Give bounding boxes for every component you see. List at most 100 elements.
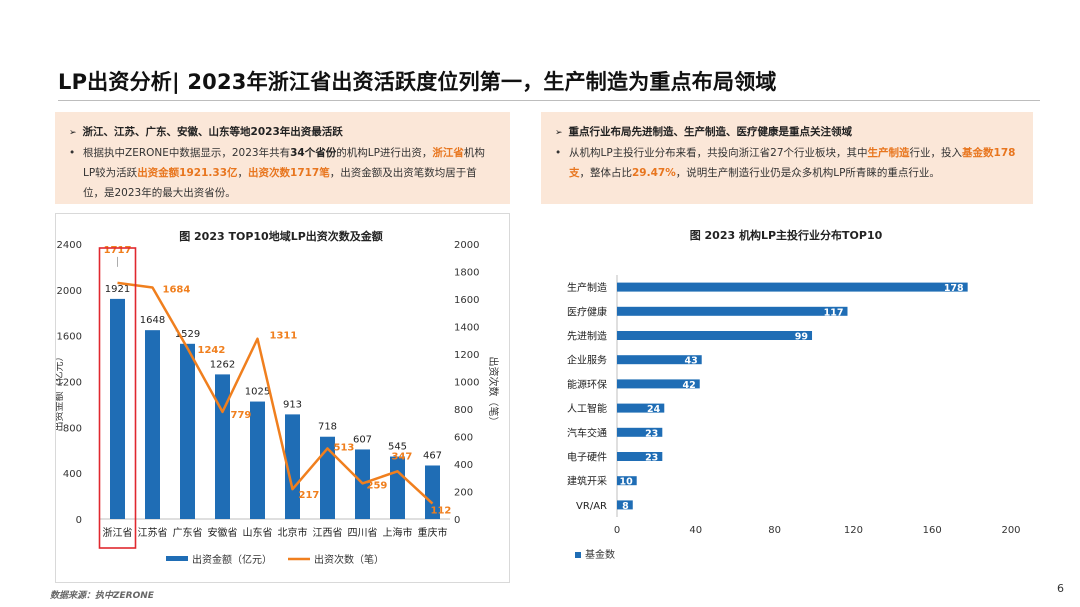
right-axis-tick-label: 200: [454, 488, 473, 499]
right-axis-tick-label: 1400: [454, 323, 479, 334]
x-axis-tick-label: 北京市: [278, 526, 308, 539]
right-axis-tick-label: 1800: [454, 268, 479, 279]
line-data-label: 217: [299, 490, 320, 501]
left-insight-heading-text: 浙江、江苏、广东、安徽、山东等地2023年出资最活跃: [82, 126, 343, 138]
bar-data-label: 43: [684, 356, 697, 367]
left-insight-heading: ➢ 浙江、江苏、广东、安徽、山东等地2023年出资最活跃: [69, 122, 496, 143]
bar-data-label: 8: [622, 501, 629, 512]
y-axis-category-label: 生产制造: [567, 281, 607, 294]
title-divider: [58, 100, 1040, 101]
line-data-label: 347: [392, 451, 413, 462]
legend-bar-swatch: [166, 556, 188, 561]
bar: [617, 331, 813, 340]
arrow-bullet-icon: ➢: [555, 128, 563, 138]
bar: [110, 298, 125, 519]
bar: [215, 374, 230, 519]
bullet-dot-icon: •: [69, 147, 76, 159]
x-axis-tick-label: 40: [689, 525, 702, 536]
chart-title: 图 2023 机构LP主投行业分布TOP10: [690, 228, 883, 242]
bar-data-label: 24: [647, 404, 661, 415]
right-insight-box: ➢ 重点行业布局先进制造、生产制造、医疗健康是重点关注领域 • 从机构LP主投行业…: [541, 112, 1033, 204]
line-data-label: 1311: [270, 331, 298, 342]
right-axis-tick-label: 800: [454, 405, 473, 416]
bar: [617, 403, 665, 413]
left-axis-tick-label: 1200: [57, 378, 82, 389]
page-title: LP出资分析| 2023年浙江省出资活跃度位列第一，生产制造为重点布局领域: [58, 70, 777, 94]
x-axis-tick-label: 120: [844, 525, 863, 536]
bar-data-label: 1529: [175, 329, 200, 340]
x-axis-tick-label: 安徽省: [208, 526, 238, 539]
bar-data-label: 1025: [245, 387, 270, 398]
x-axis-tick-label: 广东省: [173, 526, 203, 539]
bar-data-label: 10: [619, 477, 633, 488]
x-axis-tick-label: 0: [614, 525, 620, 536]
bar: [617, 427, 663, 437]
bar: [145, 330, 160, 519]
bar-data-label: 178: [944, 283, 964, 294]
x-axis-tick-label: 200: [1001, 525, 1020, 536]
right-axis-tick-label: 600: [454, 433, 473, 444]
bar-data-label: 23: [645, 453, 658, 464]
line-data-label: 779: [231, 410, 252, 421]
right-insight-heading-text: 重点行业布局先进制造、生产制造、医疗健康是重点关注领域: [568, 126, 853, 138]
bar: [250, 401, 265, 519]
left-insight-bullet: • 根据执中ZERONE中数据显示，2023年共有34个省份的机构LP进行出资，…: [69, 143, 496, 203]
y-axis-category-label: 建筑开采: [567, 475, 607, 488]
line-data-label: 1717: [104, 245, 132, 256]
line-series: [117, 281, 434, 505]
left-axis-tick-label: 400: [63, 469, 82, 480]
left-axis-tick-label: 0: [76, 515, 82, 526]
bar-data-label: 42: [683, 380, 696, 391]
left-axis-tick-label: 1600: [57, 332, 82, 343]
bar-data-label: 913: [283, 399, 302, 410]
right-axis-tick-label: 0: [454, 515, 460, 526]
right-axis-tick-label: 1000: [454, 378, 479, 389]
bar: [617, 476, 637, 486]
line-data-label: 1684: [163, 284, 191, 295]
bar: [425, 465, 440, 519]
x-axis-tick-label: 重庆市: [418, 526, 448, 539]
right-axis-tick-label: 400: [454, 460, 473, 471]
bar: [617, 306, 848, 316]
right-insight-heading: ➢ 重点行业布局先进制造、生产制造、医疗健康是重点关注领域: [555, 122, 1019, 143]
bar: [617, 452, 663, 461]
arrow-bullet-icon: ➢: [69, 128, 77, 138]
legend-line-label: 出资次数（笔）: [314, 553, 384, 566]
region-chart-card: 图 2023 TOP10地域LP出资次数及金额 0 400 800 1200 1600 20…: [52, 213, 510, 583]
line-data-label: 1242: [198, 345, 226, 356]
bar: [617, 282, 968, 292]
y-axis-category-label: 企业服务: [567, 354, 607, 367]
right-insight-bullet: • 从机构LP主投行业分布来看，共投向浙江省27个行业板块，其中生产制造行业，投…: [555, 143, 1019, 183]
left-insight-text: 根据执中ZERONE中数据显示，2023年共有34个省份的机构LP进行出资，浙江…: [83, 147, 485, 199]
legend-swatch: [575, 552, 581, 558]
bar: [617, 500, 633, 510]
y-axis-category-label: VR/AR: [576, 501, 607, 512]
bar: [180, 343, 195, 519]
industry-chart-card: 图 2023 机构LP主投行业分布TOP10 生产制造 178 医疗健康 117 先进制造…: [541, 213, 1033, 583]
bullet-dot-icon: •: [555, 147, 562, 159]
bar-data-label: 117: [824, 307, 844, 318]
left-axis-label: 出资金额（亿元）: [56, 352, 65, 432]
bar-data-label: 1648: [140, 315, 165, 326]
x-axis-tick-label: 80: [768, 525, 781, 536]
legend-label: 基金数: [585, 548, 615, 561]
right-axis-tick-label: 2000: [454, 240, 479, 251]
x-axis-tick-label: 四川省: [348, 526, 378, 539]
x-axis-tick-label: 江苏省: [138, 526, 168, 539]
left-insight-box: ➢ 浙江、江苏、广东、安徽、山东等地2023年出资最活跃 • 根据执中ZERONE…: [55, 112, 510, 204]
bar-data-label: 23: [645, 428, 658, 439]
right-axis-tick-label: 1200: [454, 350, 479, 361]
line-data-label: 112: [431, 506, 452, 517]
right-axis-tick-label: 1600: [454, 295, 479, 306]
line-data-label: 259: [367, 480, 388, 491]
y-axis-category-label: 能源环保: [567, 378, 607, 391]
x-axis-tick-label: 160: [923, 525, 942, 536]
bar: [285, 414, 300, 519]
x-axis-tick-label: 上海市: [383, 526, 413, 539]
line-data-label: 513: [334, 442, 355, 453]
y-axis-category-label: 医疗健康: [567, 305, 607, 318]
bar: [390, 456, 405, 519]
y-axis-category-label: 电子硬件: [567, 451, 607, 464]
x-axis-tick-label: 山东省: [243, 526, 273, 539]
data-source-note: 数据来源：执中ZERONE: [50, 591, 154, 601]
